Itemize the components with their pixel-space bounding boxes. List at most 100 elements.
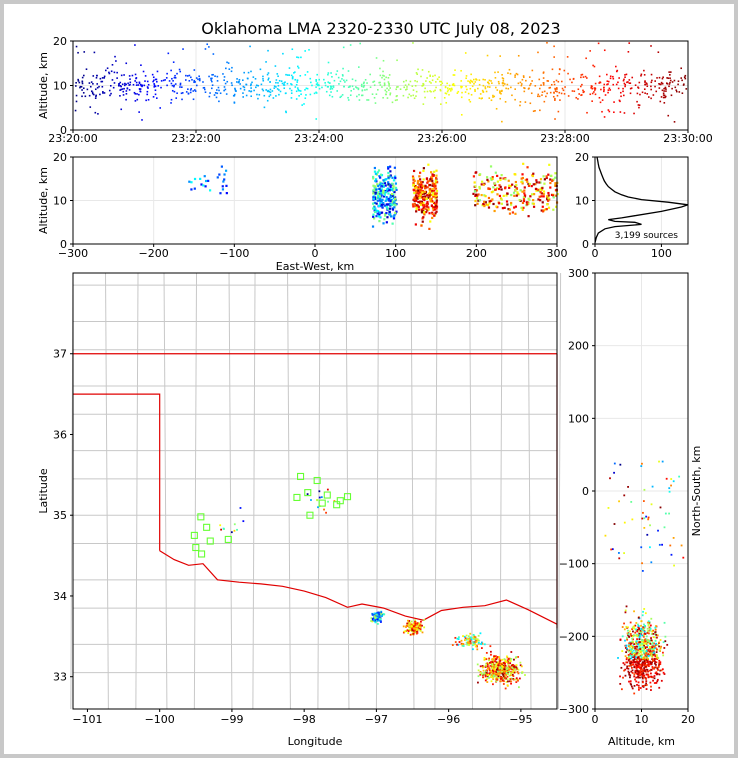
- source-point: [338, 83, 340, 85]
- source-point: [647, 649, 650, 651]
- source-point: [639, 669, 642, 672]
- source-point: [265, 89, 267, 91]
- source-point: [468, 644, 471, 646]
- source-point: [464, 91, 467, 93]
- source-point: [634, 661, 636, 664]
- source-point: [190, 188, 193, 191]
- source-point: [645, 673, 648, 676]
- source-point: [476, 663, 479, 666]
- source-point: [669, 71, 672, 73]
- source-point: [496, 187, 499, 190]
- source-point: [371, 614, 374, 616]
- source-point: [402, 94, 405, 97]
- source-point: [113, 82, 116, 84]
- source-point: [521, 182, 524, 185]
- source-point: [327, 81, 330, 84]
- source-point: [484, 201, 487, 204]
- source-point: [577, 88, 580, 91]
- source-point: [652, 679, 654, 682]
- source-point: [197, 78, 199, 81]
- source-point: [156, 97, 158, 99]
- source-point: [655, 666, 658, 669]
- source-point: [223, 173, 226, 176]
- source-point: [385, 205, 388, 208]
- source-point: [591, 100, 593, 102]
- source-point: [409, 629, 412, 632]
- source-point: [512, 675, 515, 678]
- source-point: [435, 81, 437, 83]
- source-point: [515, 72, 518, 75]
- source-point: [427, 206, 430, 209]
- source-point: [419, 628, 422, 631]
- source-point: [640, 632, 643, 634]
- source-point: [285, 73, 287, 76]
- source-point: [524, 178, 527, 182]
- source-point: [84, 95, 87, 98]
- source-point: [645, 650, 648, 652]
- source-point: [671, 87, 673, 90]
- state-borders: [73, 353, 558, 629]
- source-point: [423, 192, 426, 195]
- source-point: [294, 86, 297, 88]
- source-point: [643, 651, 646, 654]
- source-point: [485, 90, 488, 93]
- source-point: [492, 94, 494, 97]
- source-point: [680, 544, 683, 547]
- source-point: [637, 664, 640, 667]
- source-point: [640, 649, 643, 652]
- source-point: [647, 676, 650, 679]
- source-point: [650, 633, 653, 635]
- source-point: [374, 186, 377, 190]
- source-point: [377, 209, 380, 213]
- source-point: [330, 87, 332, 89]
- source-point: [209, 92, 211, 94]
- source-point: [642, 628, 645, 631]
- source-point: [379, 198, 382, 201]
- source-point: [475, 640, 477, 642]
- source-point: [629, 662, 632, 665]
- source-point: [387, 183, 390, 186]
- source-point: [415, 629, 418, 631]
- source-point: [392, 215, 395, 218]
- source-point: [647, 640, 649, 642]
- source-point: [652, 649, 654, 652]
- source-point: [207, 179, 210, 182]
- source-point: [642, 662, 644, 665]
- source-point: [631, 651, 634, 654]
- source-point: [457, 638, 460, 640]
- source-point: [374, 207, 377, 210]
- source-point: [225, 93, 228, 95]
- source-point: [469, 87, 472, 90]
- source-point: [258, 93, 261, 96]
- source-point: [513, 173, 516, 176]
- source-point: [422, 216, 425, 219]
- source-point: [508, 659, 511, 662]
- source-point: [219, 524, 222, 527]
- source-point: [647, 518, 650, 521]
- source-point: [499, 680, 502, 683]
- source-point: [639, 651, 642, 653]
- source-point: [421, 191, 424, 194]
- source-point: [428, 188, 431, 191]
- source-point: [508, 186, 511, 189]
- source-point: [503, 675, 506, 678]
- source-point: [647, 96, 650, 98]
- source-point: [520, 206, 523, 209]
- source-point: [375, 215, 378, 218]
- source-point: [515, 656, 518, 658]
- source-point: [632, 638, 634, 641]
- source-point: [421, 210, 424, 213]
- source-point: [615, 65, 617, 68]
- source-point: [483, 658, 486, 661]
- source-point: [644, 653, 647, 656]
- source-point: [639, 630, 642, 633]
- source-point: [109, 94, 111, 97]
- source-point: [443, 96, 446, 99]
- source-point: [342, 67, 344, 70]
- source-point: [532, 202, 535, 205]
- source-point: [380, 188, 383, 191]
- source-point: [534, 187, 538, 190]
- source-point: [372, 192, 375, 195]
- source-point: [120, 108, 123, 111]
- source-point: [525, 79, 527, 82]
